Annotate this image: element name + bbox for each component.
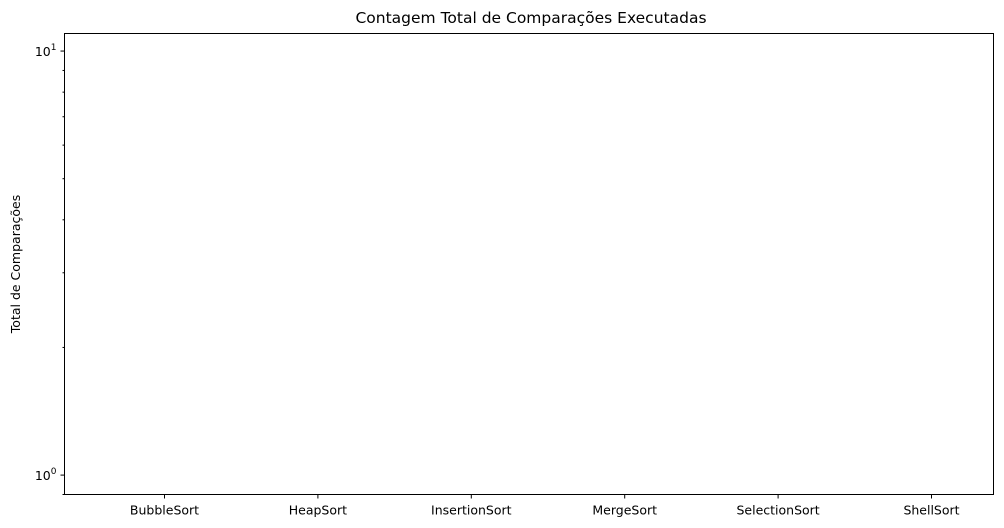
x-tick-label: HeapSort	[289, 503, 347, 518]
y-axis: 100 101	[35, 43, 65, 495]
y-axis-label: Total de Comparações	[8, 195, 23, 334]
plot-frame	[64, 33, 994, 495]
x-axis: BubbleSort HeapSort InsertionSort MergeSort…	[130, 494, 960, 518]
x-tick-label: SelectionSort	[736, 503, 819, 518]
x-tick-label: BubbleSort	[130, 503, 199, 518]
chart-title: Contagem Total de Comparações Executadas	[355, 9, 706, 27]
x-tick-label: ShellSort	[903, 503, 959, 518]
y-tick-label: 101	[35, 43, 57, 59]
x-tick-label: InsertionSort	[431, 503, 512, 518]
x-tick-label: MergeSort	[592, 503, 657, 518]
plot-area	[64, 33, 994, 495]
y-tick-label: 100	[35, 467, 57, 483]
